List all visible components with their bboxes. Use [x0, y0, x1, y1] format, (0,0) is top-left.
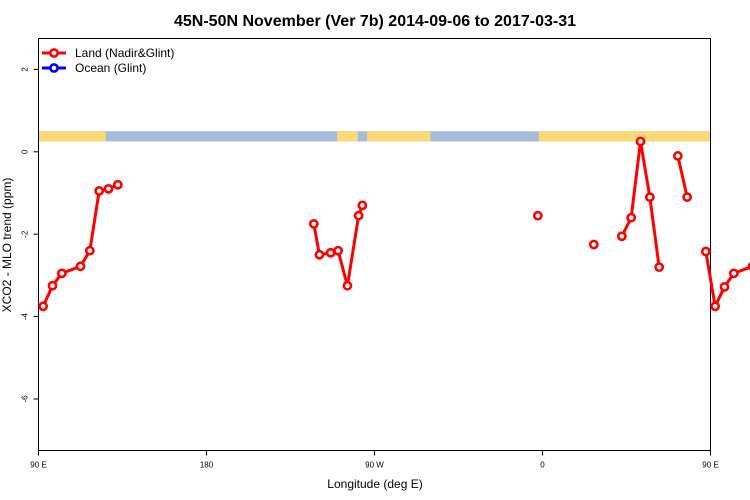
data-point — [325, 247, 336, 258]
data-point — [682, 192, 693, 203]
y-axis: 2 0 -2 -4 -6 — [21, 67, 39, 403]
x-axis-label: Longitude (deg E) — [327, 477, 422, 491]
legend-label: Land (Nadir&Glint) — [75, 46, 174, 60]
y-tick-label: -4 — [21, 312, 30, 320]
data-point — [38, 301, 49, 312]
plot-frame — [38, 38, 711, 451]
data-point — [719, 282, 730, 292]
data-point — [47, 280, 58, 291]
data-point — [112, 179, 123, 190]
data-point — [357, 200, 368, 211]
data-point — [728, 268, 739, 279]
data-point — [94, 186, 105, 196]
y-axis-label: XCO2 - MLO trend (ppm) — [0, 178, 14, 313]
data-point — [75, 261, 86, 272]
data-point — [103, 183, 114, 194]
data-point — [616, 231, 627, 242]
land-band-segment — [367, 131, 431, 142]
land-band-segment — [538, 131, 711, 142]
data-point — [56, 268, 67, 279]
data-point — [532, 210, 543, 221]
legend: Land (Nadir&Glint)Ocean (Glint) — [42, 46, 174, 75]
y-tick-label: 2 — [21, 67, 30, 72]
x-tick-label: 90 W — [365, 461, 384, 470]
series-group — [38, 136, 750, 312]
series-line — [704, 251, 750, 308]
y-tick-label: 0 — [21, 149, 30, 154]
land-band-segment — [337, 131, 358, 142]
x-tick-label: 90 E — [30, 461, 46, 470]
y-tick-label: -2 — [21, 230, 30, 238]
data-point — [700, 246, 711, 257]
data-point — [635, 136, 646, 147]
data-point — [353, 210, 364, 221]
land-mask-band — [38, 131, 711, 142]
legend-label: Ocean (Glint) — [75, 61, 146, 75]
x-tick-label: 90 E — [702, 461, 718, 470]
series-line — [676, 155, 689, 198]
data-point — [84, 245, 95, 256]
x-axis: 90 E 180 90 W 0 90 E — [30, 450, 719, 470]
y-tick-label: -6 — [21, 395, 30, 403]
x-tick-label: 0 — [540, 461, 545, 470]
data-point — [342, 280, 353, 291]
data-point — [314, 249, 325, 260]
data-point — [626, 212, 637, 223]
data-point — [644, 192, 655, 203]
data-point — [308, 218, 319, 229]
chart-title: 45N-50N November (Ver 7b) 2014-09-06 to … — [174, 13, 576, 30]
land-band-segment — [38, 131, 106, 142]
data-point — [710, 301, 721, 312]
data-point — [588, 239, 599, 250]
data-point — [672, 151, 683, 161]
data-point — [654, 262, 665, 273]
data-point — [333, 245, 343, 256]
x-tick-label: 180 — [200, 461, 214, 470]
legend-marker — [49, 63, 59, 73]
legend-marker — [49, 48, 59, 58]
series-line — [620, 140, 661, 268]
